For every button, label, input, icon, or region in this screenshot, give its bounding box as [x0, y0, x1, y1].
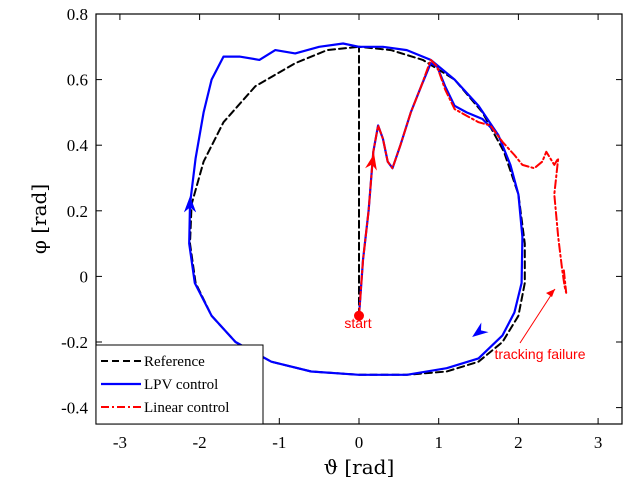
y-tick-label: 0.8: [67, 5, 88, 24]
start-point-marker: [354, 310, 364, 321]
x-tick-label: -1: [272, 433, 286, 452]
plot-frame: [95, 13, 623, 425]
x-tick-label: 2: [514, 433, 523, 452]
y-tick-label: -0.2: [61, 333, 88, 352]
y-tick-label: -0.4: [61, 399, 88, 418]
direction-arrow-blue-right: [472, 322, 489, 337]
markers-layer: [184, 153, 489, 337]
y-tick-label: 0.2: [67, 202, 88, 221]
legend-label-linear: Linear control: [144, 400, 229, 416]
x-tick-label: 0: [355, 433, 364, 452]
direction-arrow-blue-left-2: [184, 196, 197, 213]
y-axis-label: φ [rad]: [27, 184, 51, 254]
direction-arrow-red: [365, 153, 377, 171]
series-layer: [188, 42, 568, 376]
x-tick-label: -3: [113, 433, 127, 452]
annotations-layer: start tracking failure: [344, 288, 586, 362]
x-tick-label: -2: [193, 433, 207, 452]
legend-label-reference: Reference: [144, 354, 205, 370]
annotation-tracking-failure: tracking failure: [494, 346, 585, 362]
y-tick-label: 0.4: [67, 136, 89, 155]
series-line-linear-control: [358, 58, 568, 317]
legend: Reference LPV control Linear control: [95, 344, 264, 425]
x-tick-label: 3: [594, 433, 603, 452]
y-tick-label: 0.6: [67, 71, 88, 90]
annotation-arrow-head: [546, 289, 555, 297]
ticks-layer: -3 -2 -1 0 1 2 3 -0.4 -0.2 0 0.2 0.4 0.6 0.8: [61, 5, 622, 452]
annotation-arrow-line: [519, 288, 556, 344]
legend-label-lpv: LPV control: [144, 377, 218, 393]
x-axis-label: ϑ [rad]: [324, 455, 395, 479]
annotation-start: start: [344, 315, 371, 331]
x-tick-label: 1: [434, 433, 443, 452]
y-tick-label: 0: [80, 267, 89, 286]
